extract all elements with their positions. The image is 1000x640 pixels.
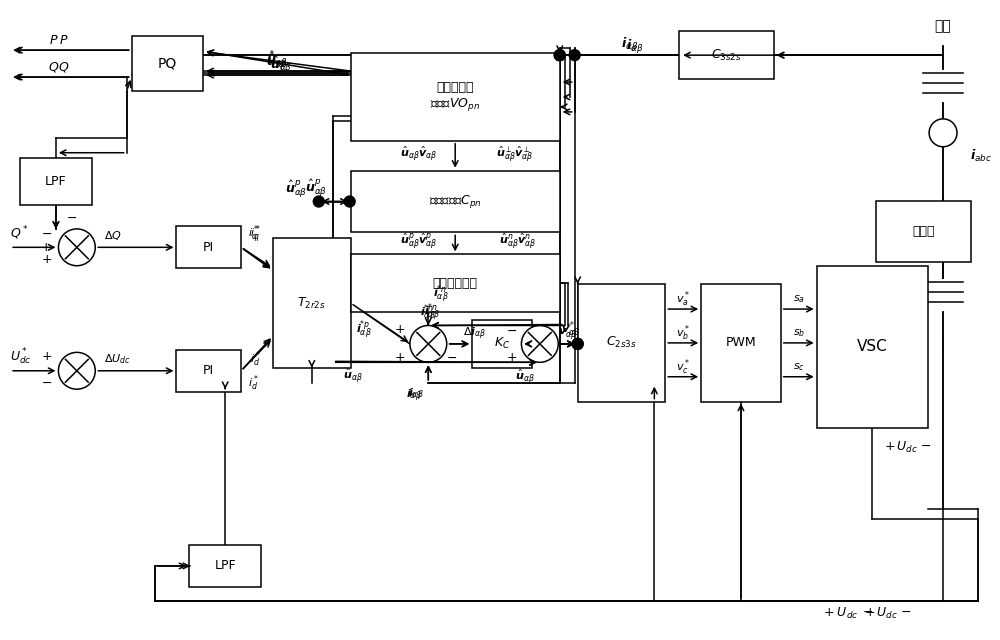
- Circle shape: [410, 326, 447, 362]
- Circle shape: [521, 326, 558, 362]
- Text: $i_d^*$: $i_d^*$: [248, 373, 259, 392]
- Text: $\boldsymbol{i}_{\alpha\beta}^{*p}$: $\boldsymbol{i}_{\alpha\beta}^{*p}$: [356, 318, 371, 342]
- Text: LPF: LPF: [45, 175, 67, 188]
- Bar: [578, 284, 665, 402]
- Text: $+\,U_{dc}\,-$: $+\,U_{dc}\,-$: [864, 606, 912, 621]
- Text: $+$: $+$: [394, 323, 406, 337]
- Text: 滤波器: 滤波器: [912, 225, 935, 238]
- Text: $\boldsymbol{v}_{\alpha\beta}^*$: $\boldsymbol{v}_{\alpha\beta}^*$: [561, 320, 580, 342]
- Circle shape: [572, 339, 583, 349]
- Text: $\hat{\boldsymbol{u}}_{\alpha\beta}^n\hat{\boldsymbol{v}}_{\alpha\beta}^n$: $\hat{\boldsymbol{u}}_{\alpha\beta}^n\ha…: [499, 231, 537, 252]
- Text: LPF: LPF: [214, 559, 236, 572]
- Bar: [701, 284, 781, 402]
- Circle shape: [344, 196, 355, 207]
- Text: $v_c^*$: $v_c^*$: [676, 357, 690, 376]
- Text: $\boldsymbol{i}_{\alpha\beta}$: $\boldsymbol{i}_{\alpha\beta}$: [406, 387, 421, 404]
- Text: $U_{dc}^*$: $U_{dc}^*$: [10, 347, 32, 367]
- Bar: [20, 157, 92, 205]
- Text: $\hat{\boldsymbol{u}}_{\alpha\beta}^{\perp}\hat{\boldsymbol{v}}_{\alpha\beta}^{\: $\hat{\boldsymbol{u}}_{\alpha\beta}^{\pe…: [496, 144, 534, 164]
- Circle shape: [58, 229, 95, 266]
- Text: $T_{2r2s}$: $T_{2r2s}$: [297, 296, 326, 310]
- Circle shape: [58, 353, 95, 389]
- Text: $-$: $-$: [41, 376, 52, 389]
- Text: $\boldsymbol{i}_{\alpha\beta}^{*n}$: $\boldsymbol{i}_{\alpha\beta}^{*n}$: [433, 284, 449, 306]
- Text: $\hat{\boldsymbol{u}}_{\alpha\beta}^p$: $\hat{\boldsymbol{u}}_{\alpha\beta}^p$: [285, 179, 307, 200]
- Text: $\hat{\boldsymbol{u}}_{\alpha\beta}^p\hat{\boldsymbol{v}}_{\alpha\beta}^p$: $\hat{\boldsymbol{u}}_{\alpha\beta}^p\ha…: [400, 231, 437, 252]
- Text: $-$: $-$: [446, 351, 457, 364]
- Text: $P$: $P$: [59, 34, 69, 47]
- Text: $\boldsymbol{i}_{\alpha\beta}$: $\boldsymbol{i}_{\alpha\beta}$: [626, 38, 643, 56]
- Bar: [351, 171, 560, 232]
- Bar: [351, 53, 560, 141]
- Text: $\boldsymbol{i}_{\alpha\beta}$: $\boldsymbol{i}_{\alpha\beta}$: [621, 36, 638, 54]
- Text: $C_{2s3s}$: $C_{2s3s}$: [606, 335, 637, 351]
- Text: $-$: $-$: [41, 227, 52, 240]
- Circle shape: [572, 339, 583, 349]
- Text: $\hat{\boldsymbol{u}}_{\alpha\beta}^p$: $\hat{\boldsymbol{u}}_{\alpha\beta}^p$: [305, 178, 327, 200]
- Text: 正负序分离$C_{pn}$: 正负序分离$C_{pn}$: [429, 193, 482, 210]
- Text: $\boldsymbol{i}_{\alpha\beta}^{*n}$: $\boldsymbol{i}_{\alpha\beta}^{*n}$: [424, 301, 440, 324]
- Bar: [176, 227, 241, 268]
- Text: 电网: 电网: [935, 19, 951, 33]
- Text: $i_q^*$: $i_q^*$: [248, 224, 259, 246]
- Circle shape: [569, 50, 580, 61]
- Text: $\Delta Q$: $\Delta Q$: [104, 229, 122, 242]
- Text: $\boldsymbol{v}_{\alpha\beta}^*$: $\boldsymbol{v}_{\alpha\beta}^*$: [558, 322, 578, 344]
- Text: $Q$: $Q$: [48, 60, 60, 74]
- Bar: [876, 200, 971, 262]
- Text: $P$: $P$: [49, 34, 59, 47]
- Text: $+$: $+$: [41, 253, 52, 266]
- Bar: [189, 545, 261, 587]
- Text: $C_{3s2s}$: $C_{3s2s}$: [711, 47, 742, 63]
- Text: $+$: $+$: [41, 350, 52, 364]
- Text: $\Delta U_{dc}$: $\Delta U_{dc}$: [104, 352, 131, 365]
- Text: $v_b^*$: $v_b^*$: [676, 323, 690, 343]
- Text: $\boldsymbol{i}_{\alpha\beta}^{*n}$: $\boldsymbol{i}_{\alpha\beta}^{*n}$: [420, 303, 436, 324]
- Text: $+\;U_{dc}\;-$: $+\;U_{dc}\;-$: [823, 606, 874, 621]
- Bar: [273, 238, 351, 368]
- Bar: [132, 36, 203, 91]
- Text: $-$: $-$: [506, 323, 517, 337]
- Bar: [817, 266, 928, 428]
- Text: $Q$: $Q$: [58, 60, 70, 74]
- Text: $i_q^*$: $i_q^*$: [250, 224, 261, 246]
- Text: $\boldsymbol{i}_{abc}$: $\boldsymbol{i}_{abc}$: [970, 148, 992, 164]
- Text: $+$: $+$: [40, 241, 51, 254]
- Text: $\hat{\boldsymbol{u}}_{\alpha\beta}$: $\hat{\boldsymbol{u}}_{\alpha\beta}$: [515, 367, 535, 386]
- Bar: [472, 320, 532, 368]
- Text: $+$: $+$: [394, 351, 406, 364]
- Text: $v_a^*$: $v_a^*$: [676, 289, 690, 309]
- Text: $+\,U_{dc}\,-$: $+\,U_{dc}\,-$: [884, 440, 932, 455]
- Text: $\hat{\boldsymbol{u}}_{\alpha\beta}$: $\hat{\boldsymbol{u}}_{\alpha\beta}$: [343, 366, 363, 385]
- Text: $K_C$: $K_C$: [494, 337, 510, 351]
- Bar: [176, 350, 241, 392]
- Text: 不对称电压
观测器$VO_{pn}$: 不对称电压 观测器$VO_{pn}$: [430, 81, 480, 113]
- Text: PWM: PWM: [726, 337, 756, 349]
- Circle shape: [554, 50, 565, 61]
- Text: $\boldsymbol{i}_{\alpha\beta}$: $\boldsymbol{i}_{\alpha\beta}$: [408, 387, 424, 403]
- Circle shape: [313, 196, 324, 207]
- Text: $\hat{\boldsymbol{u}}_{\alpha\beta}\hat{\boldsymbol{v}}_{\alpha\beta}$: $\hat{\boldsymbol{u}}_{\alpha\beta}\hat{…: [400, 145, 437, 163]
- Text: $s_c$: $s_c$: [793, 361, 805, 372]
- Text: $\hat{\boldsymbol{u}}_{\alpha\beta}$: $\hat{\boldsymbol{u}}_{\alpha\beta}$: [270, 55, 292, 75]
- Text: PI: PI: [203, 364, 214, 377]
- Text: $\Delta\boldsymbol{i}_{\alpha\beta}$: $\Delta\boldsymbol{i}_{\alpha\beta}$: [463, 326, 486, 342]
- Circle shape: [929, 119, 957, 147]
- Text: $\hat{\boldsymbol{u}}_{\alpha\beta}$: $\hat{\boldsymbol{u}}_{\alpha\beta}$: [266, 50, 288, 70]
- Text: $i_d^*$: $i_d^*$: [250, 349, 261, 369]
- Text: VSC: VSC: [857, 339, 888, 355]
- Text: PI: PI: [203, 241, 214, 254]
- Circle shape: [554, 50, 565, 61]
- Text: 负序补偿算法: 负序补偿算法: [433, 276, 478, 290]
- Text: $+$: $+$: [506, 351, 517, 364]
- Text: $-$: $-$: [66, 211, 77, 223]
- Text: $Q^*$: $Q^*$: [10, 225, 29, 242]
- Text: $s_b$: $s_b$: [793, 327, 805, 339]
- Text: $s_a$: $s_a$: [793, 293, 805, 305]
- Bar: [351, 254, 560, 312]
- Text: $\hat{\boldsymbol{u}}_{\alpha\beta}$: $\hat{\boldsymbol{u}}_{\alpha\beta}$: [266, 52, 288, 72]
- Text: PQ: PQ: [158, 56, 177, 70]
- Bar: [679, 31, 774, 79]
